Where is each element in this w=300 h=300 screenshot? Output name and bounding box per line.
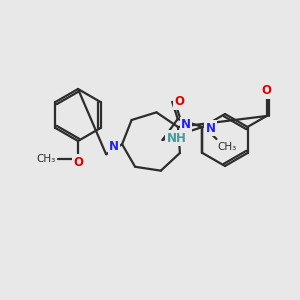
Text: O: O [174,95,184,108]
Text: NH: NH [167,131,186,145]
Text: O: O [262,85,272,98]
Text: N: N [109,140,119,153]
Text: CH₃: CH₃ [218,142,237,152]
Text: N: N [206,122,215,134]
Text: O: O [73,155,83,169]
Text: N: N [181,118,191,131]
Text: CH₃: CH₃ [37,154,56,164]
